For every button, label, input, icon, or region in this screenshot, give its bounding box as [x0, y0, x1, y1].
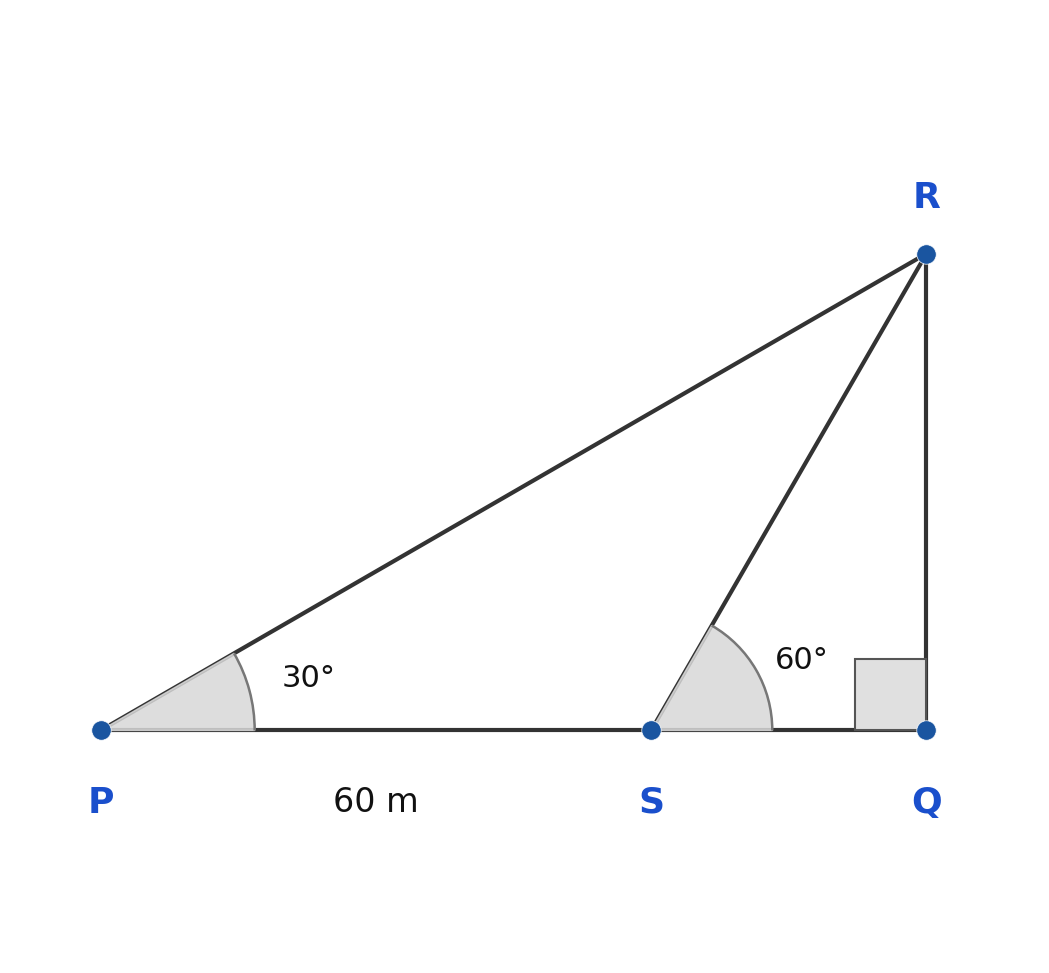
Bar [855, 659, 926, 731]
Polygon shape [651, 626, 772, 731]
Text: P: P [87, 785, 113, 819]
Text: S: S [638, 785, 664, 819]
Text: R: R [913, 181, 940, 215]
Text: 60°: 60° [775, 646, 829, 675]
Polygon shape [101, 653, 255, 731]
Text: 60 m: 60 m [333, 785, 419, 818]
Text: Q: Q [912, 785, 942, 819]
Text: 30°: 30° [281, 665, 336, 694]
